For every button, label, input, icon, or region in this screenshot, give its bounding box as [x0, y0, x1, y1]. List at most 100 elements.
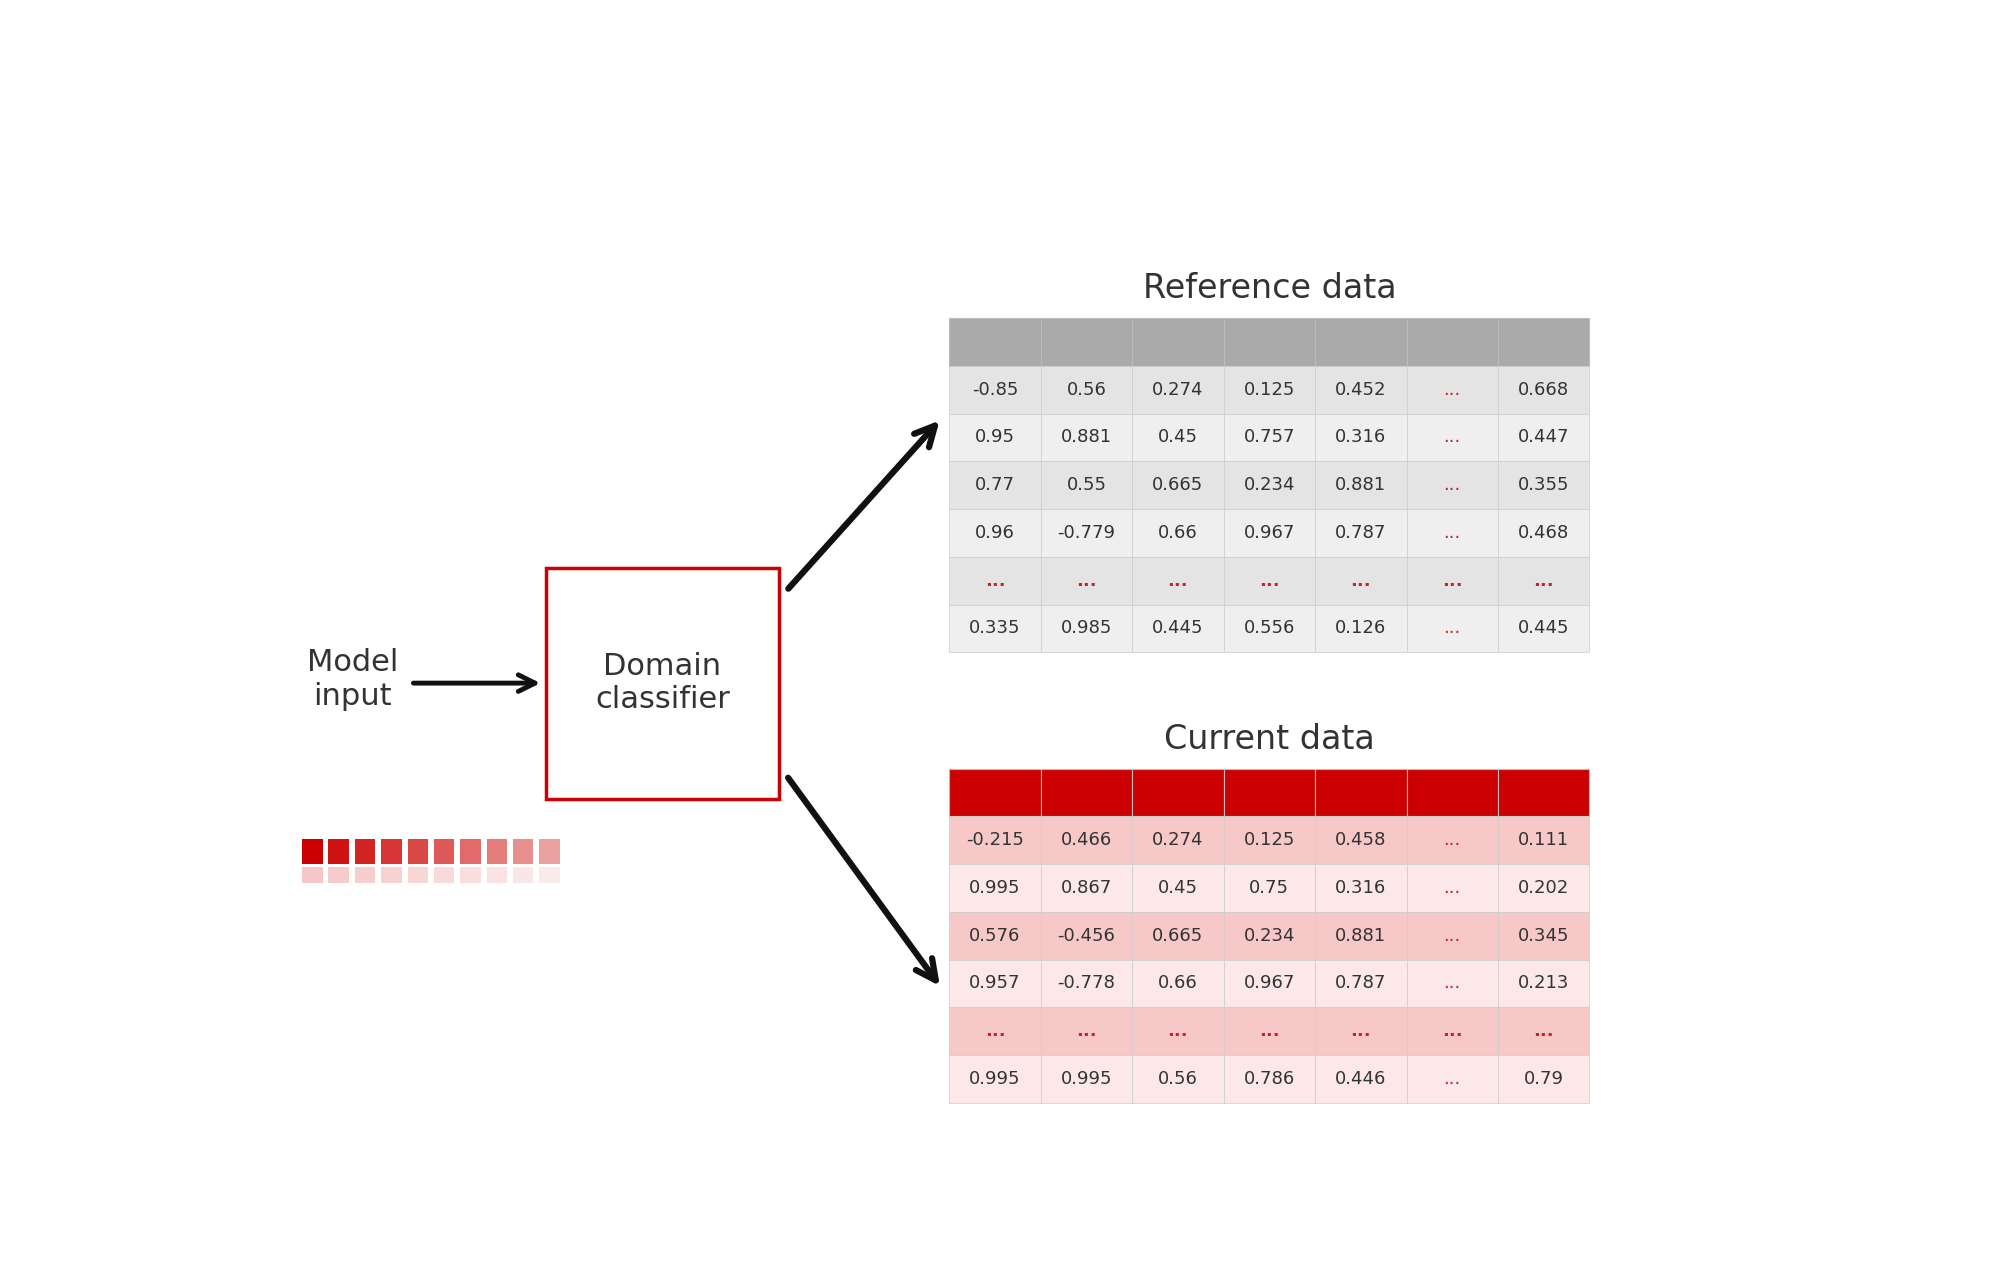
Text: 0.665: 0.665	[1152, 927, 1204, 944]
Bar	[1498, 366, 1589, 414]
Bar	[354, 868, 375, 883]
Bar	[433, 868, 455, 883]
Bar	[949, 366, 1041, 414]
Text: ...: ...	[1444, 524, 1460, 542]
Bar	[1132, 1007, 1225, 1056]
Bar	[949, 911, 1041, 960]
Bar	[328, 840, 348, 864]
Bar	[1225, 461, 1315, 509]
Bar	[1041, 960, 1132, 1007]
Bar	[1225, 1007, 1315, 1056]
Bar	[407, 840, 429, 864]
Bar	[1406, 768, 1498, 817]
Text: 0.881: 0.881	[1335, 477, 1386, 495]
Text: 0.447: 0.447	[1519, 428, 1569, 446]
Text: 0.56: 0.56	[1158, 1070, 1198, 1088]
Text: ...: ...	[1442, 571, 1462, 589]
Bar	[328, 868, 348, 883]
Bar	[540, 840, 560, 864]
Bar	[1498, 817, 1589, 864]
Text: 0.787: 0.787	[1335, 974, 1386, 993]
Text: 0.45: 0.45	[1158, 879, 1198, 897]
Text: 0.45: 0.45	[1158, 428, 1198, 446]
Text: 0.867: 0.867	[1061, 879, 1112, 897]
Bar	[1225, 960, 1315, 1007]
Bar	[1315, 817, 1406, 864]
Text: 0.111: 0.111	[1519, 831, 1569, 849]
Bar	[949, 604, 1041, 652]
Text: ...: ...	[1075, 1022, 1098, 1040]
Bar	[461, 840, 481, 864]
Text: 0.125: 0.125	[1243, 831, 1295, 849]
Text: ...: ...	[1444, 620, 1460, 638]
Text: ...: ...	[1075, 571, 1098, 589]
Bar	[1406, 509, 1498, 557]
Text: 0.75: 0.75	[1249, 879, 1289, 897]
Text: 0.787: 0.787	[1335, 524, 1386, 542]
Bar	[1041, 817, 1132, 864]
Bar	[1498, 461, 1589, 509]
Bar	[1041, 509, 1132, 557]
Bar	[1041, 366, 1132, 414]
Bar	[1132, 1056, 1225, 1103]
Bar	[1315, 1056, 1406, 1103]
Bar	[407, 868, 429, 883]
Bar	[433, 840, 455, 864]
Text: 0.274: 0.274	[1152, 831, 1204, 849]
Bar	[1041, 768, 1132, 817]
Bar	[1406, 604, 1498, 652]
Text: -0.85: -0.85	[973, 381, 1019, 399]
Bar	[1406, 366, 1498, 414]
Text: 0.452: 0.452	[1335, 381, 1386, 399]
Bar	[1225, 817, 1315, 864]
Bar	[1498, 1007, 1589, 1056]
Bar	[949, 318, 1041, 366]
Text: 0.995: 0.995	[969, 1070, 1021, 1088]
Text: 0.316: 0.316	[1335, 428, 1386, 446]
Bar	[1132, 911, 1225, 960]
Bar	[1406, 461, 1498, 509]
Bar	[1315, 557, 1406, 604]
Text: 0.468: 0.468	[1519, 524, 1569, 542]
Bar	[1041, 318, 1132, 366]
Bar	[302, 840, 322, 864]
Bar	[302, 868, 322, 883]
Bar	[949, 817, 1041, 864]
Text: ...: ...	[1259, 571, 1279, 589]
Text: -0.778: -0.778	[1057, 974, 1116, 993]
Text: ...: ...	[1444, 974, 1460, 993]
Bar	[1315, 768, 1406, 817]
Text: 0.126: 0.126	[1335, 620, 1386, 638]
Text: 0.335: 0.335	[969, 620, 1021, 638]
Bar	[1225, 557, 1315, 604]
Bar	[1315, 604, 1406, 652]
Bar	[1132, 509, 1225, 557]
Text: ...: ...	[1168, 571, 1188, 589]
Bar	[1132, 414, 1225, 461]
Bar	[381, 840, 401, 864]
Bar	[1041, 461, 1132, 509]
Text: 0.786: 0.786	[1245, 1070, 1295, 1088]
Text: 0.316: 0.316	[1335, 879, 1386, 897]
Bar	[540, 868, 560, 883]
Bar	[1225, 768, 1315, 817]
Text: Model
input: Model input	[306, 648, 399, 711]
Bar	[1225, 366, 1315, 414]
Text: 0.995: 0.995	[1061, 1070, 1112, 1088]
Bar	[1041, 557, 1132, 604]
Bar	[1225, 414, 1315, 461]
Bar	[1315, 318, 1406, 366]
Text: 0.95: 0.95	[975, 428, 1015, 446]
Text: ...: ...	[1351, 571, 1372, 589]
Text: 0.446: 0.446	[1335, 1070, 1386, 1088]
Bar	[949, 768, 1041, 817]
Text: 0.55: 0.55	[1067, 477, 1106, 495]
Bar	[1315, 911, 1406, 960]
Bar	[949, 1056, 1041, 1103]
Bar	[1132, 768, 1225, 817]
Bar	[949, 509, 1041, 557]
Bar	[1041, 604, 1132, 652]
Text: ...: ...	[1533, 571, 1555, 589]
Text: Domain
classifier: Domain classifier	[594, 652, 729, 714]
FancyBboxPatch shape	[546, 567, 779, 799]
